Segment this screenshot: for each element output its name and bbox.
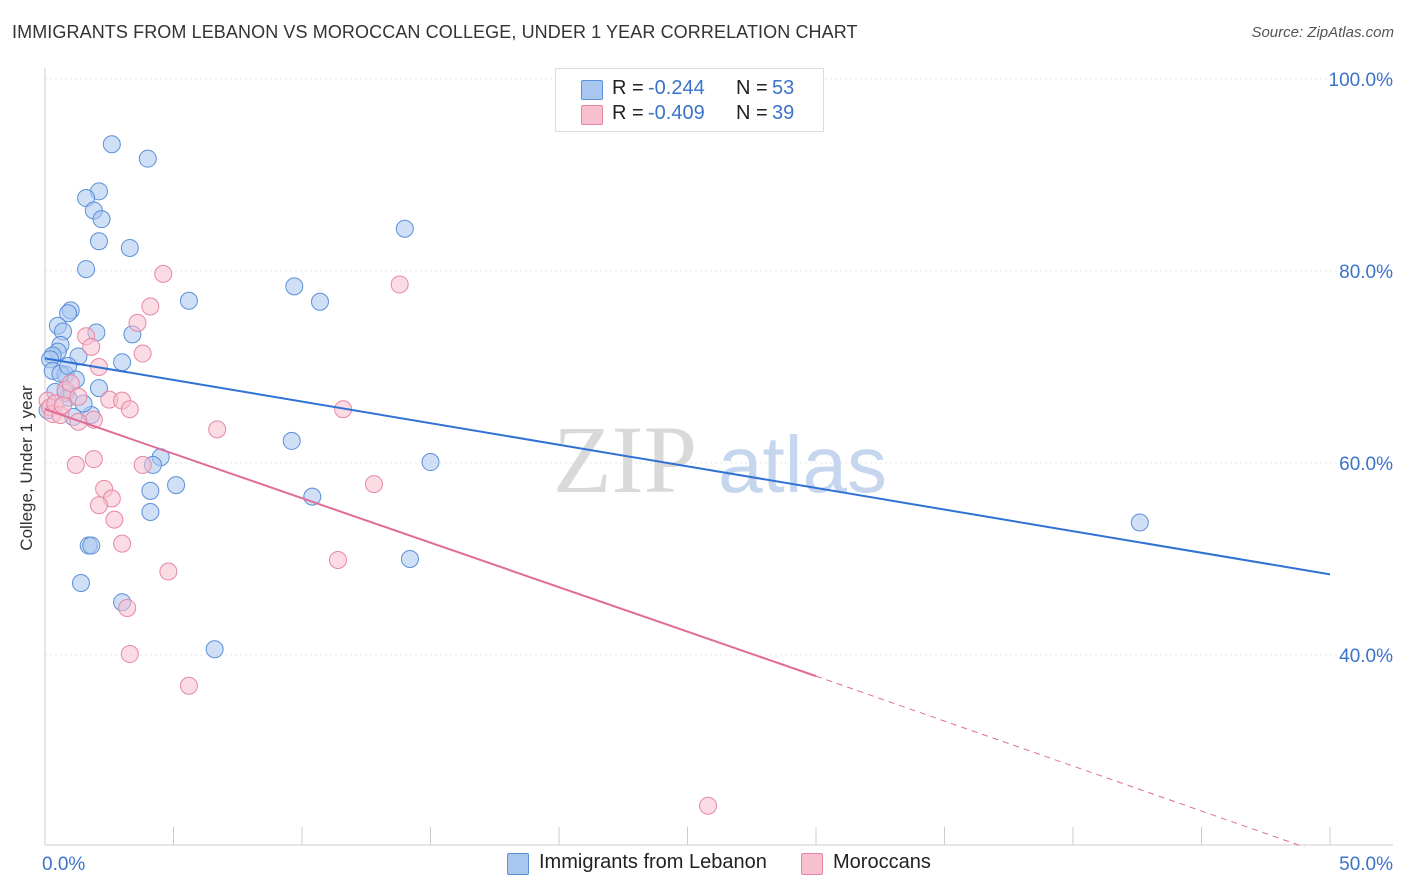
grid-lines <box>45 78 1393 656</box>
point-lebanon <box>71 574 90 592</box>
point-lebanon <box>167 476 186 495</box>
point-lebanon <box>113 353 132 372</box>
point-lebanon <box>102 135 121 154</box>
point-lebanon <box>400 550 419 568</box>
point-lebanon <box>285 277 304 296</box>
axes: 40.0% 60.0% 80.0% 100.0% 0.0% 50.0% <box>42 68 1393 875</box>
series-swatch-moroccans <box>801 853 823 875</box>
point-moroccans <box>66 455 85 474</box>
n-label: N = <box>736 77 768 99</box>
n-label: N = <box>736 102 768 124</box>
point-moroccans <box>133 344 152 363</box>
n-value-moroccans: 39 <box>772 102 795 124</box>
point-moroccans <box>120 645 139 664</box>
series-name-moroccans: Moroccans <box>833 851 931 873</box>
point-lebanon <box>179 291 198 310</box>
point-lebanon <box>310 292 329 311</box>
r-label: R = <box>612 77 644 99</box>
point-moroccans <box>113 534 132 553</box>
r-value-lebanon: -0.244 <box>648 77 705 99</box>
trend-line-moroccans-extrapolated <box>815 675 1305 848</box>
point-lebanon <box>205 640 224 659</box>
point-lebanon <box>77 260 96 279</box>
n-value-lebanon: 53 <box>772 77 795 99</box>
r-label: R = <box>612 102 644 124</box>
legend-swatch-moroccans <box>581 105 603 125</box>
point-lebanon <box>89 379 108 398</box>
point-moroccans <box>154 264 173 283</box>
point-moroccans <box>128 313 147 332</box>
point-lebanon <box>141 481 160 500</box>
point-moroccans <box>61 374 80 393</box>
x-tick-label: 50.0% <box>1339 854 1393 875</box>
y-tick-label: 100.0% <box>1329 70 1394 91</box>
series-swatch-lebanon <box>507 853 529 875</box>
source-label: Source: ZipAtlas.com <box>1251 24 1394 41</box>
point-lebanon <box>1130 513 1149 532</box>
y-tick-label: 60.0% <box>1339 454 1393 475</box>
point-lebanon <box>82 536 101 555</box>
point-lebanon <box>282 431 301 450</box>
r-value-moroccans: -0.409 <box>648 102 705 124</box>
y-tick-label: 80.0% <box>1339 262 1393 283</box>
point-moroccans <box>89 496 108 515</box>
stats-legend: R = -0.244 N = 53 R = -0.409 N = 39 <box>555 68 824 132</box>
point-moroccans <box>159 562 178 581</box>
point-lebanon <box>92 210 111 229</box>
point-lebanon <box>120 238 139 257</box>
point-moroccans <box>69 387 88 406</box>
watermark: ZIP atlas <box>553 406 887 513</box>
point-moroccans <box>328 550 347 569</box>
point-moroccans <box>53 396 72 415</box>
point-lebanon <box>141 502 160 521</box>
trend-line-lebanon <box>44 357 1331 576</box>
trend-lines <box>44 357 1331 848</box>
watermark-zip: ZIP <box>553 406 697 513</box>
x-tick-label: 0.0% <box>42 854 85 875</box>
y-axis-label: College, Under 1 year <box>17 385 36 551</box>
point-lebanon <box>138 149 157 168</box>
point-lebanon <box>421 453 440 472</box>
legend-swatch-lebanon <box>581 80 603 100</box>
point-moroccans <box>105 510 124 529</box>
chart-title: IMMIGRANTS FROM LEBANON VS MOROCCAN COLL… <box>12 22 858 42</box>
series-name-lebanon: Immigrants from Lebanon <box>539 851 767 873</box>
y-tick-label: 40.0% <box>1339 646 1393 667</box>
point-moroccans <box>84 450 103 469</box>
trend-line-moroccans <box>44 408 817 678</box>
point-moroccans <box>82 337 101 356</box>
point-moroccans <box>141 297 160 316</box>
point-lebanon <box>59 304 78 323</box>
point-moroccans <box>364 475 383 494</box>
point-moroccans <box>390 275 409 294</box>
point-moroccans <box>118 598 137 617</box>
point-lebanon <box>89 232 108 251</box>
point-moroccans <box>120 400 139 419</box>
point-moroccans <box>133 455 152 474</box>
data-points <box>38 135 1149 815</box>
point-moroccans <box>699 796 718 815</box>
point-lebanon <box>395 219 414 238</box>
point-moroccans <box>179 676 198 695</box>
point-moroccans <box>208 420 227 439</box>
